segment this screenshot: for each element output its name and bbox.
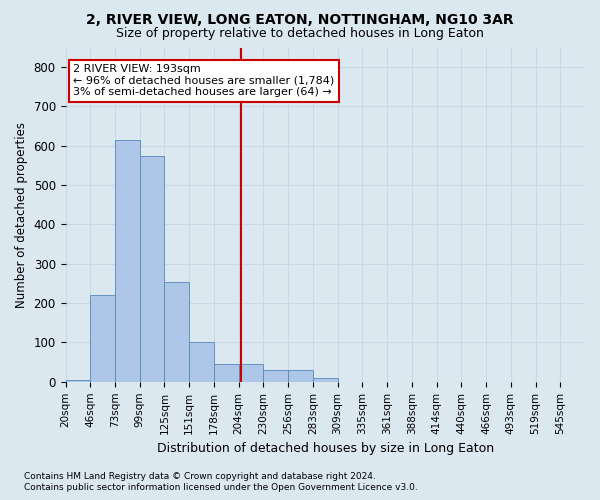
Y-axis label: Number of detached properties: Number of detached properties — [15, 122, 28, 308]
Bar — [288, 370, 313, 382]
Bar — [263, 370, 288, 382]
Bar — [189, 342, 214, 382]
Text: Contains public sector information licensed under the Open Government Licence v3: Contains public sector information licen… — [24, 484, 418, 492]
Bar — [239, 364, 263, 382]
Text: Contains HM Land Registry data © Crown copyright and database right 2024.: Contains HM Land Registry data © Crown c… — [24, 472, 376, 481]
Bar — [214, 364, 239, 382]
Bar — [90, 296, 115, 382]
Text: Size of property relative to detached houses in Long Eaton: Size of property relative to detached ho… — [116, 28, 484, 40]
Bar — [65, 380, 90, 382]
Bar — [140, 156, 164, 382]
Bar — [115, 140, 140, 382]
Text: 2 RIVER VIEW: 193sqm
← 96% of detached houses are smaller (1,784)
3% of semi-det: 2 RIVER VIEW: 193sqm ← 96% of detached h… — [73, 64, 334, 97]
Text: 2, RIVER VIEW, LONG EATON, NOTTINGHAM, NG10 3AR: 2, RIVER VIEW, LONG EATON, NOTTINGHAM, N… — [86, 12, 514, 26]
X-axis label: Distribution of detached houses by size in Long Eaton: Distribution of detached houses by size … — [157, 442, 494, 455]
Bar — [313, 378, 338, 382]
Bar — [164, 282, 189, 382]
